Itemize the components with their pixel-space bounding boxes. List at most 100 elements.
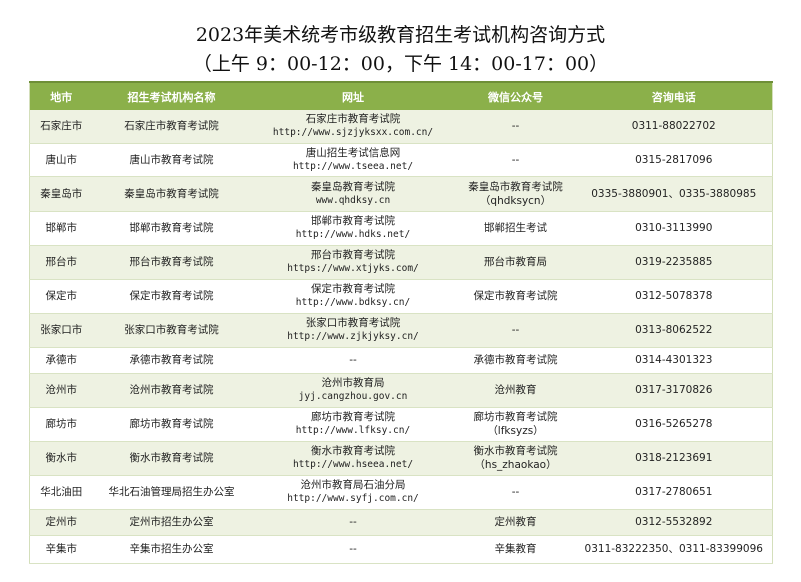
table-row: 沧州市 沧州市教育考试院 沧州市教育局 jyj.cangzhou.gov.cn 沧州教育… [29, 373, 773, 408]
header-city: 地市 [29, 81, 93, 110]
wechat-name: 承德市教育考试院 [473, 354, 558, 366]
cell-org: 沧州市教育考试院 [92, 373, 251, 408]
site-name: 张家口市教育考试院 [305, 317, 401, 329]
table-row: 承德市 承德市教育考试院 -- 承德市教育考试院 0314-4301323 [29, 347, 773, 374]
wechat-id: （qhdksycn） [479, 194, 552, 207]
cell-org: 唐山市教育考试院 [92, 143, 251, 177]
page-subtitle: （上午 9：00-12：00，下午 14：00-17：00） [192, 53, 609, 75]
cell-city: 承德市 [29, 347, 93, 374]
cell-site: 邢台市教育考试院 https://www.xtjyks.com/ [250, 245, 456, 280]
cell-org: 保定市教育考试院 [92, 279, 251, 314]
cell-city: 唐山市 [29, 143, 93, 177]
cell-wechat: -- [455, 110, 576, 144]
cell-org: 衡水市教育考试院 [92, 441, 251, 476]
site-url-link[interactable]: http://www.tseea.net/ [292, 160, 414, 172]
cell-wechat: 定州教育 [455, 509, 576, 536]
table-row: 定州市 定州市招生办公室 -- 定州教育 0312-5532892 [29, 509, 773, 536]
site-url-link[interactable]: jyj.cangzhou.gov.cn [298, 391, 408, 402]
site-name: 廊坊市教育考试院 [311, 411, 395, 423]
site-name: 石家庄市教育考试院 [305, 113, 401, 126]
header-phone: 咨询电话 [575, 81, 773, 110]
site-name: 沧州市教育局 [321, 377, 385, 389]
cell-site: 沧州市教育局 jyj.cangzhou.gov.cn [250, 373, 456, 408]
cell-site: 廊坊市教育考试院 http://www.lfksy.cn/ [250, 407, 456, 442]
site-name: -- [349, 354, 357, 366]
cell-city: 石家庄市 [29, 110, 93, 144]
site-url-link[interactable]: http://www.zjkjyksy.cn/ [287, 331, 419, 342]
cell-org: 辛集市招生办公室 [92, 535, 251, 564]
site-name: -- [349, 516, 357, 528]
page-title: 2023年美术统考市级教育招生考试机构咨询方式 [195, 24, 606, 46]
cell-org: 邢台市教育考试院 [92, 245, 251, 280]
site-url-link[interactable]: www.qhdksy.cn [315, 194, 391, 206]
cell-org: 华北石油管理局招生办公室 [92, 475, 251, 510]
site-url-link[interactable]: http://www.hdks.net/ [295, 229, 411, 240]
cell-phone: 0310-3113990 [575, 211, 773, 246]
wechat-name: -- [511, 153, 520, 166]
cell-site: 沧州市教育局石油分局 http://www.syfj.com.cn/ [250, 475, 456, 510]
header-org: 招生考试机构名称 [92, 81, 251, 110]
cell-city: 衡水市 [29, 441, 93, 476]
cell-city: 保定市 [29, 279, 93, 314]
table-row: 邯郸市 邯郸市教育考试院 邯郸市教育考试院 http://www.hdks.net/邯… [29, 211, 773, 246]
site-name: 衡水市教育考试院 [311, 445, 395, 457]
cell-org: 定州市招生办公室 [92, 509, 251, 536]
table-header: 地市 招生考试机构名称 网址 微信公众号 咨询电话 [29, 81, 773, 110]
table-row: 秦皇岛市 秦皇岛市教育考试院 秦皇岛教育考试院 www.qhdksy.cn 秦皇岛市教育… [29, 176, 773, 212]
table-row: 石家庄市 石家庄市教育考试院 石家庄市教育考试院 http://www.sjzjyks… [29, 110, 773, 144]
cell-phone: 0318-2123691 [575, 441, 773, 476]
wechat-name: 沧州教育 [494, 384, 537, 396]
site-url-link[interactable]: http://www.lfksy.cn/ [295, 425, 411, 436]
cell-org: 廊坊市教育考试院 [92, 407, 251, 442]
cell-phone: 0313-8062522 [575, 313, 773, 348]
cell-city: 辛集市 [29, 535, 93, 564]
cell-city: 秦皇岛市 [29, 176, 93, 212]
cell-site: 石家庄市教育考试院 http://www.sjzjyksxx.com.cn/ [250, 110, 456, 144]
table-row: 唐山市 唐山市教育考试院 唐山招生考试信息网 http://www.tseea.net… [29, 143, 773, 177]
wechat-name: 定州教育 [494, 516, 537, 528]
site-url-link[interactable]: http://www.syfj.com.cn/ [287, 493, 419, 504]
cell-org: 张家口市教育考试院 [92, 313, 251, 348]
cell-org: 承德市教育考试院 [92, 347, 251, 374]
site-url-link[interactable]: http://www.hseea.net/ [292, 459, 414, 470]
cell-wechat: 沧州教育 [455, 373, 576, 408]
table-row: 廊坊市 廊坊市教育考试院 廊坊市教育考试院 http://www.lfksy.cn/廊… [29, 407, 773, 442]
cell-phone: 0319-2235885 [575, 245, 773, 280]
cell-phone: 0315-2817096 [575, 143, 773, 177]
cell-org: 邯郸市教育考试院 [92, 211, 251, 246]
cell-wechat: -- [455, 475, 576, 510]
wechat-name: 廊坊市教育考试院 [473, 411, 558, 423]
cell-city: 廊坊市 [29, 407, 93, 442]
site-url-link[interactable]: http://www.sjzjyksxx.com.cn/ [272, 127, 434, 139]
cell-phone: 0311-88022702 [575, 110, 773, 144]
cell-phone: 0314-4301323 [575, 347, 773, 374]
site-name: 邢台市教育考试院 [311, 249, 395, 261]
cell-site: -- [250, 347, 456, 374]
cell-site: 邯郸市教育考试院 http://www.hdks.net/ [250, 211, 456, 246]
cell-phone: 0312-5532892 [575, 509, 773, 536]
cell-city: 定州市 [29, 509, 93, 536]
wechat-name: 邢台市教育局 [484, 256, 547, 268]
cell-wechat: -- [455, 313, 576, 348]
cell-city: 沧州市 [29, 373, 93, 408]
site-name: -- [349, 543, 357, 555]
wechat-name: 辛集教育 [494, 543, 537, 555]
header-site: 网址 [250, 81, 456, 110]
cell-site: 张家口市教育考试院 http://www.zjkjyksy.cn/ [250, 313, 456, 348]
cell-phone: 0335-3880901、0335-3880985 [575, 176, 773, 212]
wechat-id: （lfksyzs） [487, 425, 544, 437]
cell-site: 秦皇岛教育考试院 www.qhdksy.cn [250, 176, 456, 212]
cell-site: 保定市教育考试院 http://www.bdksy.cn/ [250, 279, 456, 314]
cell-site: 唐山招生考试信息网 http://www.tseea.net/ [250, 143, 456, 177]
contact-table: 地市 招生考试机构名称 网址 微信公众号 咨询电话 石家庄市 石家庄市教育考试院石… [29, 81, 773, 564]
wechat-name: 邯郸招生考试 [484, 222, 547, 234]
site-name: 邯郸市教育考试院 [311, 215, 395, 227]
site-url-link[interactable]: https://www.xtjyks.com/ [287, 263, 419, 274]
cell-site: -- [250, 509, 456, 536]
cell-city: 邯郸市 [29, 211, 93, 246]
table-row: 邢台市 邢台市教育考试院 邢台市教育考试院 https://www.xtjyks.co… [29, 245, 773, 280]
cell-org: 石家庄市教育考试院 [92, 110, 251, 144]
cell-site: -- [250, 535, 456, 564]
site-url-link[interactable]: http://www.bdksy.cn/ [295, 297, 411, 308]
header-wechat: 微信公众号 [455, 81, 576, 110]
